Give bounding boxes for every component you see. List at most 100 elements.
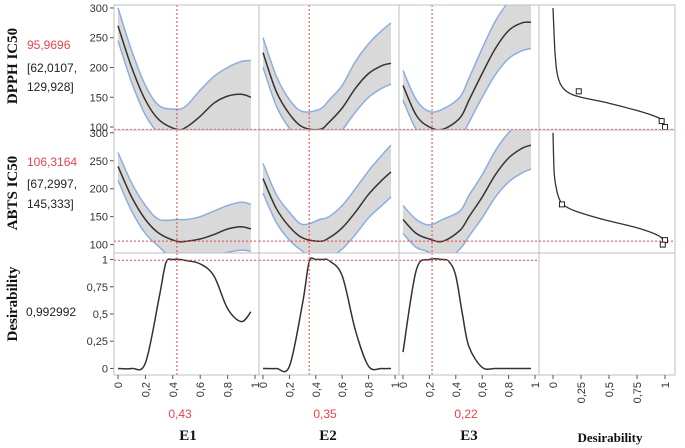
prediction-trace-2-0 xyxy=(117,258,252,371)
desirability-frame-2 xyxy=(538,252,676,376)
prediction-trace-1-1 xyxy=(262,171,392,243)
desirability-function-0 xyxy=(552,7,666,128)
x-tick-label-2-1: 0,2 xyxy=(424,382,436,397)
profile-cell-2-0 xyxy=(114,253,259,375)
lower-bound-line-1-0 xyxy=(117,179,252,253)
cell-frame-2-1 xyxy=(258,252,400,376)
lower-bound-line-0-0 xyxy=(117,40,157,130)
desirability-x-tick-label-1: 0,25 xyxy=(576,382,588,403)
confidence-band-1-2 xyxy=(403,130,532,253)
cell-frame-2-0 xyxy=(113,252,260,376)
y-tick-label-2-2: 0,5 xyxy=(93,309,108,321)
y-tick-label-1-0: 100 xyxy=(90,240,108,252)
factor-label-e1: E1 xyxy=(179,428,197,444)
prediction-trace-0-2 xyxy=(402,21,532,130)
factor-current-e2: 0,35 xyxy=(313,407,337,421)
cell-frame-2-2 xyxy=(398,252,540,376)
ci-value-dpph-high: 129,928] xyxy=(27,80,74,94)
x-tick-label-0-5: 1 xyxy=(250,382,262,388)
x-tick-label-2-3: 0,6 xyxy=(477,382,489,397)
upper-bound-line-1-2 xyxy=(402,130,513,226)
profile-cell-1-0 xyxy=(114,130,259,253)
lower-bound-line-1-1 xyxy=(262,192,392,253)
y-tick-label-2-1: 0,25 xyxy=(87,336,108,348)
x-tick-label-1-1: 0,2 xyxy=(284,382,296,397)
x-tick-label-1-3: 0,6 xyxy=(337,382,349,397)
desirability-x-tick-label-4: 1 xyxy=(660,382,672,388)
confidence-band-0-2 xyxy=(403,5,532,130)
desirability-x-tick-label-3: 0,75 xyxy=(632,382,644,403)
desirability-handle-1-0 xyxy=(558,201,565,208)
x-tick-label-0-3: 0,6 xyxy=(195,382,207,397)
x-tick-label-1-2: 0,4 xyxy=(311,382,323,397)
x-tick-label-1-5: 1 xyxy=(390,382,402,388)
profile-cell-0-1 xyxy=(259,5,399,130)
desirability-axis-label: Desirability xyxy=(578,430,643,445)
prediction-trace-2-2 xyxy=(402,257,531,371)
x-tick-label-2-0: 0 xyxy=(398,382,410,388)
y-tick-label-1-4: 300 xyxy=(90,128,108,140)
factor-current-e1: 0,43 xyxy=(168,407,192,421)
prediction-trace-0-1 xyxy=(262,52,392,130)
profile-cell-0-2 xyxy=(399,5,539,130)
upper-bound-line-0-2 xyxy=(402,5,508,113)
confidence-band-0-1 xyxy=(263,22,392,130)
y-tick-label-1-3: 250 xyxy=(90,156,108,168)
profile-cell-2-1 xyxy=(259,253,399,375)
response-label-abts: ABTS IC50 xyxy=(5,156,21,231)
upper-bound-line-1-0 xyxy=(117,152,252,222)
y-tick-label-1-1: 150 xyxy=(90,212,108,224)
lower-bound-line-1-2 xyxy=(402,168,532,253)
ci-value-abts-high: 145,333] xyxy=(27,197,74,211)
confidence-band-0-0 xyxy=(118,8,251,130)
x-tick-label-1-4: 0,8 xyxy=(364,382,376,397)
x-tick-label-2-5: 1 xyxy=(530,382,542,388)
factor-label-e3: E3 xyxy=(460,428,478,444)
predicted-value-abts: 106,3164 xyxy=(27,155,77,169)
response-label-desirability: Desirability xyxy=(5,266,21,341)
predicted-value-desirability: 0,992992 xyxy=(26,305,76,319)
lower-bound-line-0-1 xyxy=(262,67,392,130)
x-tick-label-2-2: 0,4 xyxy=(451,382,463,397)
y-tick-label-2-4: 1 xyxy=(102,255,108,267)
desirability-handle-0-2 xyxy=(662,124,668,130)
desirability-frame-0 xyxy=(538,4,676,131)
upper-bound-line-0-0 xyxy=(117,7,251,110)
confidence-band-1-0 xyxy=(118,152,251,253)
profile-cell-0-0 xyxy=(114,5,259,130)
ci-value-abts-low: [67,2997, xyxy=(27,177,77,191)
x-tick-label-0-0: 0 xyxy=(113,382,125,388)
predicted-value-dpph: 95,9696 xyxy=(27,38,71,52)
y-tick-label-0-4: 300 xyxy=(90,3,108,15)
desirability-x-tick-label-2: 0,5 xyxy=(604,382,616,397)
y-tick-label-2-3: 0,75 xyxy=(87,282,108,294)
profile-cell-2-2 xyxy=(399,253,539,375)
y-tick-label-0-3: 250 xyxy=(90,33,108,45)
prediction-trace-0-0 xyxy=(117,25,252,130)
x-tick-label-1-0: 0 xyxy=(258,382,270,388)
desirability-cell-0 xyxy=(539,7,675,130)
upper-bound-line-1-1 xyxy=(262,144,392,226)
x-tick-label-0-4: 0,8 xyxy=(223,382,235,397)
prediction-trace-1-2 xyxy=(402,144,532,243)
prediction-trace-2-1 xyxy=(262,257,392,373)
desirability-handle-1-2 xyxy=(659,241,666,248)
y-tick-label-0-0: 100 xyxy=(90,122,108,134)
desirability-cell-1 xyxy=(539,132,675,248)
x-tick-label-0-2: 0,4 xyxy=(168,382,180,397)
factor-current-e3: 0,22 xyxy=(454,407,478,421)
x-tick-label-2-4: 0,8 xyxy=(504,382,516,397)
desirability-x-tick-label-0: 0 xyxy=(548,382,560,388)
ci-value-dpph-low: [62,0107, xyxy=(27,61,77,75)
y-tick-label-1-2: 200 xyxy=(90,184,108,196)
profile-cell-1-2 xyxy=(399,130,539,253)
desirability-handle-0-0 xyxy=(575,88,582,95)
y-tick-label-2-0: 0 xyxy=(102,363,108,375)
y-tick-label-0-1: 150 xyxy=(90,92,108,104)
profile-cell-1-1 xyxy=(259,130,399,253)
desirability-handle-0-1 xyxy=(658,118,665,125)
upper-bound-line-0-1 xyxy=(262,22,392,113)
response-label-dpph: DPPH IC50 xyxy=(5,28,21,104)
lower-bound-line-0-2 xyxy=(402,47,532,130)
